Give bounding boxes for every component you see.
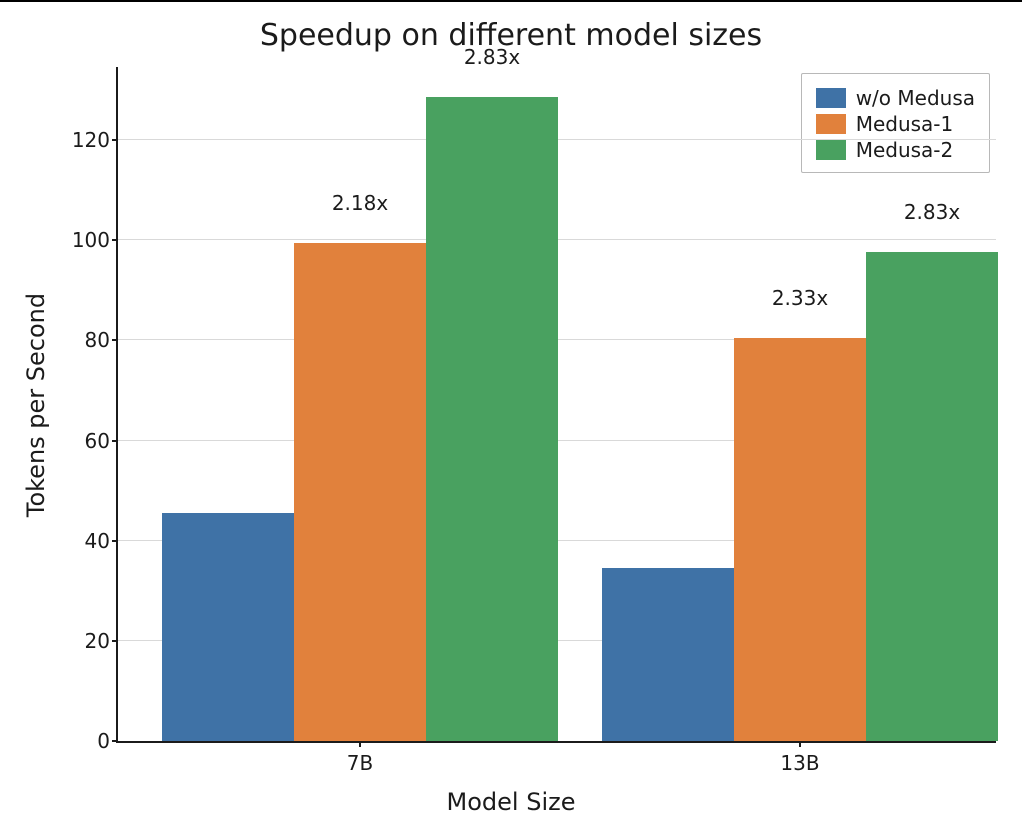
- bar: [162, 513, 294, 741]
- x-tick-label: 7B: [347, 751, 373, 775]
- legend-item: Medusa-1: [816, 112, 975, 136]
- chart-stage: Speedup on different model sizes w/o Med…: [0, 0, 1022, 837]
- x-tick-label: 13B: [780, 751, 819, 775]
- y-tick-mark: [112, 540, 118, 542]
- legend-label: w/o Medusa: [856, 86, 975, 110]
- y-tick-label: 100: [72, 228, 110, 252]
- x-tick-mark: [799, 741, 801, 747]
- y-tick-mark: [112, 640, 118, 642]
- bar: [602, 568, 734, 741]
- y-tick-label: 40: [85, 529, 110, 553]
- x-tick-mark: [359, 741, 361, 747]
- legend-item: w/o Medusa: [816, 86, 975, 110]
- y-tick-label: 20: [85, 629, 110, 653]
- bar-annotation: 2.83x: [904, 200, 960, 224]
- plot-area: w/o MedusaMedusa-1Medusa-2 0204060801001…: [116, 67, 996, 743]
- y-tick-label: 120: [72, 128, 110, 152]
- y-tick-mark: [112, 239, 118, 241]
- y-tick-label: 0: [97, 729, 110, 753]
- legend-swatch: [816, 140, 846, 160]
- legend-item: Medusa-2: [816, 138, 975, 162]
- legend-box: w/o MedusaMedusa-1Medusa-2: [801, 73, 990, 173]
- legend-label: Medusa-1: [856, 112, 954, 136]
- bar: [866, 252, 998, 741]
- bar: [426, 97, 558, 741]
- y-tick-mark: [112, 440, 118, 442]
- x-axis-label: Model Size: [0, 788, 1022, 816]
- bar: [294, 243, 426, 741]
- y-tick-mark: [112, 740, 118, 742]
- y-tick-label: 80: [85, 328, 110, 352]
- bar: [734, 338, 866, 741]
- legend-label: Medusa-2: [856, 138, 954, 162]
- y-tick-mark: [112, 339, 118, 341]
- legend-swatch: [816, 114, 846, 134]
- y-axis-label: Tokens per Second: [22, 293, 50, 517]
- y-tick-mark: [112, 139, 118, 141]
- bar-annotation: 2.18x: [332, 191, 388, 215]
- y-tick-label: 60: [85, 429, 110, 453]
- bar-annotation: 2.33x: [772, 286, 828, 310]
- legend-swatch: [816, 88, 846, 108]
- bar-annotation: 2.83x: [464, 45, 520, 69]
